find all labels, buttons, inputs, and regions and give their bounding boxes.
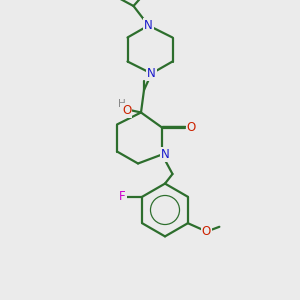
Text: N: N [161,148,170,161]
Text: O: O [122,104,131,117]
Text: N: N [144,19,153,32]
Text: O: O [187,121,196,134]
Text: N: N [147,67,156,80]
Text: H: H [118,99,126,110]
Text: O: O [202,225,211,238]
Text: F: F [119,190,126,203]
